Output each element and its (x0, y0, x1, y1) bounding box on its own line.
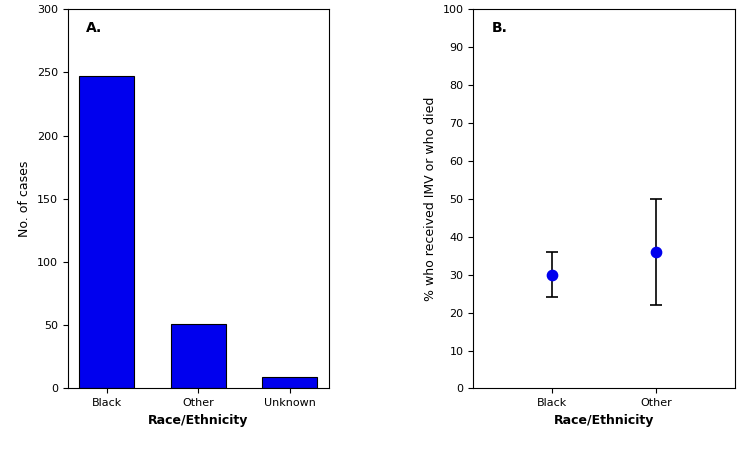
Bar (80, 76, 134, 388)
Bar (262, 377, 317, 388)
Point (546, 271, 558, 278)
X-axis label: Race/Ethnicity: Race/Ethnicity (554, 414, 654, 427)
Text: B.: B. (491, 21, 508, 35)
Bar (171, 324, 226, 388)
Y-axis label: % who received IMV or who died: % who received IMV or who died (424, 96, 437, 301)
X-axis label: Race/Ethnicity: Race/Ethnicity (148, 414, 248, 427)
Text: A.: A. (86, 21, 102, 35)
Point (650, 248, 662, 255)
Y-axis label: No. of cases: No. of cases (18, 160, 31, 237)
